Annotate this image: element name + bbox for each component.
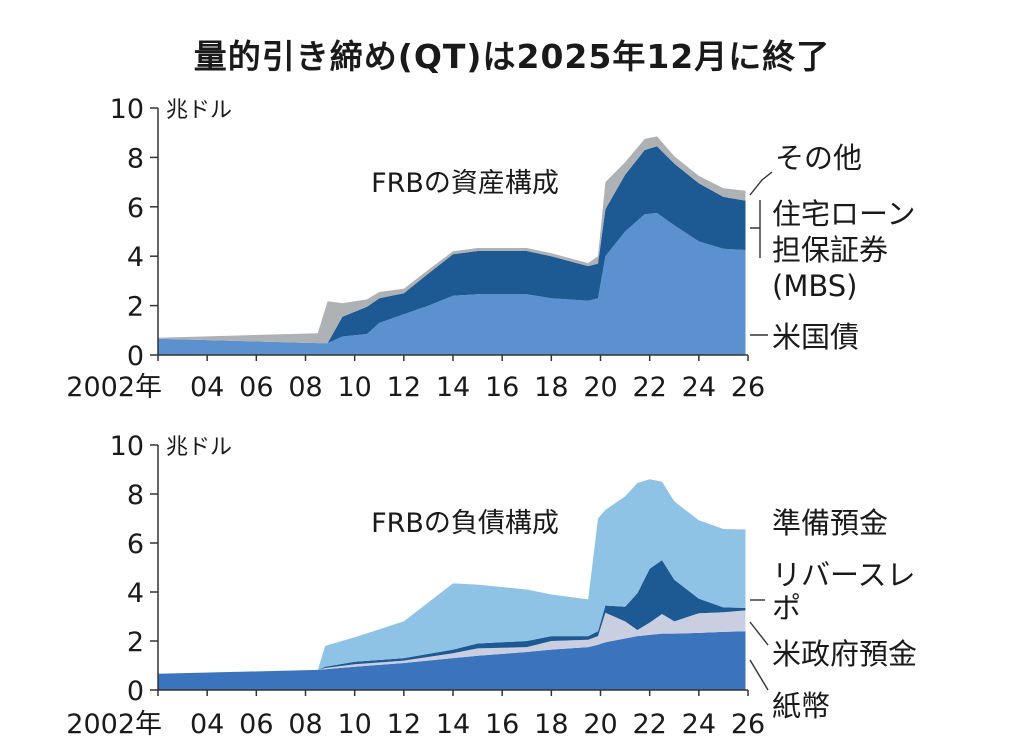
area-series-2-1 (158, 631, 746, 690)
y-tick-label: 10 (110, 94, 144, 125)
chart-subtitle: FRBの資産構成 (371, 168, 559, 199)
x-tick-label: 18 (534, 372, 568, 403)
legend-label-tga: 米政府預金 (772, 637, 917, 671)
area-series-1-2 (158, 146, 746, 344)
x-tick-label: 16 (485, 372, 519, 403)
y-tick-label: 6 (127, 193, 144, 224)
leader-line-mbs (750, 200, 761, 258)
y-tick-label: 6 (127, 529, 144, 560)
x-tick-label: 12 (387, 372, 421, 403)
y-unit-label: 兆ドル (166, 435, 232, 460)
x-tick-label: 04 (190, 372, 224, 403)
legend-label-reserves: 準備預金 (772, 506, 888, 540)
x-tick-label: 06 (239, 372, 273, 403)
y-tick-label: 10 (110, 431, 144, 462)
chart-title: 量的引き締め(QT)は2025年12月に終了 (193, 37, 831, 76)
x-tick-label: 06 (239, 709, 273, 740)
x-tick-label: 10 (337, 709, 371, 740)
x-tick-label: 14 (436, 709, 470, 740)
y-tick-label: 2 (127, 627, 144, 658)
leader-line-currency (749, 659, 769, 691)
chart-subtitle: FRBの負債構成 (371, 508, 559, 539)
x-tick-label: 2002年 (66, 709, 162, 740)
x-tick-label: 20 (583, 709, 617, 740)
y-tick-label: 0 (127, 341, 144, 372)
x-tick-label: 24 (682, 372, 716, 403)
legend-label-treasury: 米国債 (772, 320, 859, 354)
legend-label-reverse-repo-line2: ポ (772, 591, 801, 625)
area-series-2-4 (158, 479, 746, 674)
x-tick-label: 26 (731, 709, 765, 740)
x-tick-label: 14 (436, 372, 470, 403)
x-tick-label: 24 (682, 709, 716, 740)
legend-label-other: その他 (775, 141, 862, 175)
x-tick-label: 22 (632, 372, 666, 403)
x-tick-label: 10 (337, 372, 371, 403)
y-tick-label: 2 (127, 292, 144, 323)
area-series-1-1 (158, 213, 746, 355)
y-unit-label: 兆ドル (166, 98, 232, 123)
leader-line-other (749, 171, 773, 196)
leader-line-tga (749, 621, 769, 646)
y-tick-label: 4 (127, 578, 144, 609)
legend-label-mbs-line3: (MBS) (772, 269, 857, 303)
x-tick-label: 26 (731, 372, 765, 403)
area-series-2-3 (158, 560, 746, 674)
y-tick-label: 0 (127, 676, 144, 707)
y-tick-label: 8 (127, 480, 144, 511)
x-tick-label: 18 (534, 709, 568, 740)
legend-label-reverse-repo-line1: リバースレ (772, 558, 916, 592)
x-tick-label: 2002年 (66, 372, 162, 403)
x-tick-label: 08 (288, 709, 322, 740)
x-tick-label: 22 (632, 709, 666, 740)
x-tick-label: 12 (387, 709, 421, 740)
x-tick-label: 16 (485, 709, 519, 740)
y-tick-label: 4 (127, 242, 144, 273)
x-tick-label: 04 (190, 709, 224, 740)
x-tick-label: 08 (288, 372, 322, 403)
legend-label-mbs-line1: 住宅ローン (772, 197, 916, 231)
x-tick-label: 20 (583, 372, 617, 403)
legend-label-mbs-line2: 担保証券 (772, 233, 888, 267)
y-tick-label: 8 (127, 143, 144, 174)
legend-label-currency: 紙幣 (772, 689, 830, 723)
